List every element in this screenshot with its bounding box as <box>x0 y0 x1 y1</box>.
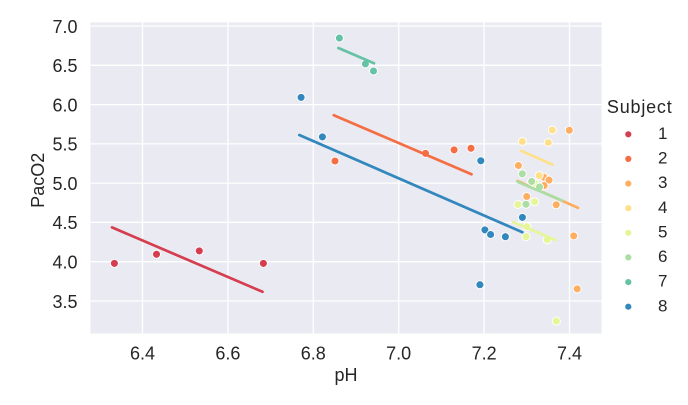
svg-text:4.0: 4.0 <box>52 253 77 273</box>
svg-text:7.4: 7.4 <box>557 344 582 364</box>
svg-text:5.0: 5.0 <box>52 174 77 194</box>
svg-text:6.0: 6.0 <box>52 95 77 115</box>
svg-text:5: 5 <box>658 222 667 241</box>
svg-text:6.4: 6.4 <box>130 344 155 364</box>
svg-text:3: 3 <box>658 173 667 192</box>
svg-text:8: 8 <box>658 296 667 315</box>
svg-text:7.0: 7.0 <box>52 17 77 37</box>
svg-text:7.2: 7.2 <box>472 344 497 364</box>
svg-text:1: 1 <box>658 124 667 143</box>
svg-text:6.8: 6.8 <box>301 344 326 364</box>
svg-text:7.0: 7.0 <box>386 344 411 364</box>
svg-text:5.5: 5.5 <box>52 135 77 155</box>
svg-text:6.5: 6.5 <box>52 56 77 76</box>
svg-text:4.5: 4.5 <box>52 213 77 233</box>
svg-text:pH: pH <box>334 365 357 385</box>
svg-text:6.6: 6.6 <box>215 344 240 364</box>
svg-text:Subject: Subject <box>607 97 673 117</box>
svg-text:7: 7 <box>658 272 667 291</box>
svg-text:3.5: 3.5 <box>52 292 77 312</box>
svg-text:PacO2: PacO2 <box>28 153 48 208</box>
svg-text:6: 6 <box>658 247 667 266</box>
svg-text:2: 2 <box>658 149 667 168</box>
svg-text:4: 4 <box>658 198 667 217</box>
